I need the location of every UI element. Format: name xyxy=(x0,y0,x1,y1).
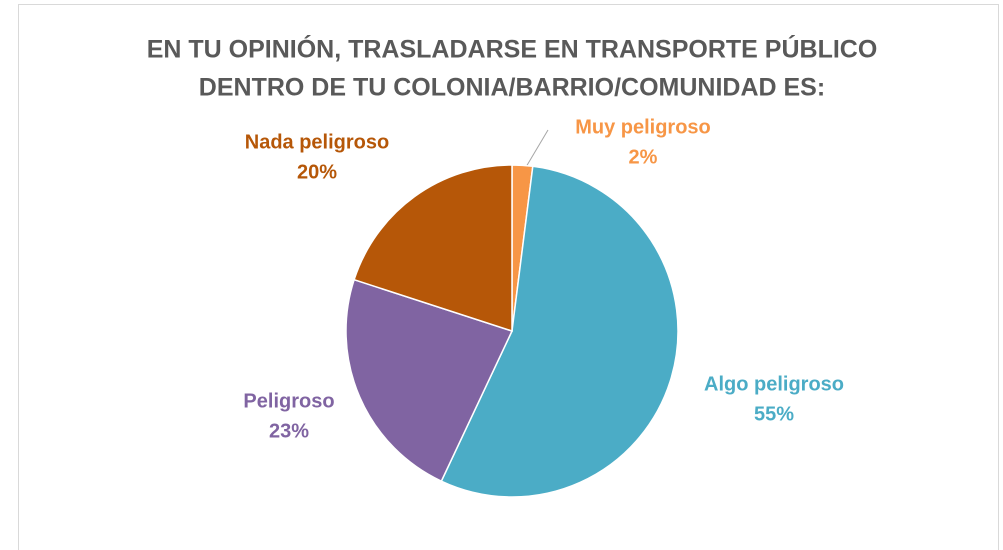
slice-label: Nada peligroso xyxy=(245,131,389,153)
slice-label: Muy peligroso xyxy=(575,116,711,138)
value-label: 2% xyxy=(629,146,658,168)
pie-slice xyxy=(440,165,679,498)
chart-title: DENTRO DE TU COLONIA/BARRIO/COMUNIDAD ES… xyxy=(199,74,825,102)
slice-label: Peligroso xyxy=(243,390,334,412)
value-label: 55% xyxy=(754,403,794,425)
slice-label: Algo peligroso xyxy=(704,373,844,395)
leader-line xyxy=(525,129,549,168)
pie-slice xyxy=(353,164,513,333)
chart-title: EN TU OPINIÓN, TRASLADARSE EN TRANSPORTE… xyxy=(147,34,878,64)
pie-slice xyxy=(345,278,514,483)
value-label: 20% xyxy=(297,161,337,183)
value-label: 23% xyxy=(269,420,309,442)
